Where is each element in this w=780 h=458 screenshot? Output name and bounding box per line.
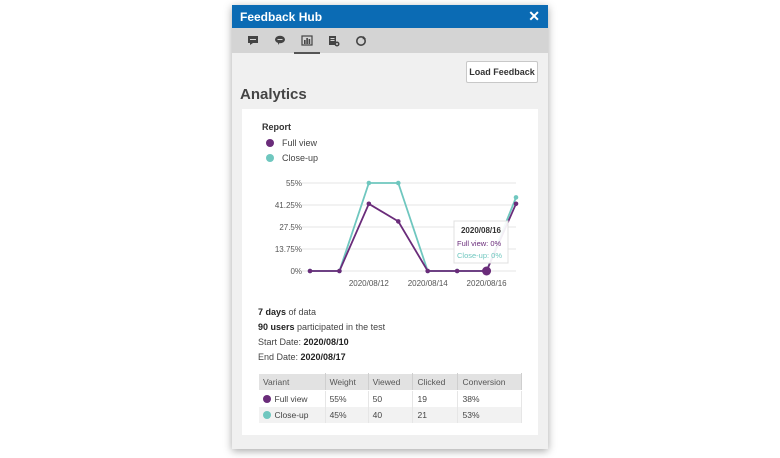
conversion-cell: 38% — [457, 390, 522, 407]
refresh-icon[interactable] — [352, 32, 370, 50]
y-tick-label: 13.75% — [275, 245, 302, 254]
clicked-cell: 19 — [412, 390, 459, 407]
title-bar: Feedback Hub ✕ — [232, 5, 548, 28]
highlighted-point — [482, 266, 492, 276]
close-up-dot-icon — [266, 154, 274, 162]
data-point — [513, 201, 519, 207]
table-row: Close-up 45% 40 21 53% — [258, 407, 522, 423]
conversion-cell: 53% — [457, 407, 522, 423]
stat-start-date: Start Date: 2020/08/10 — [258, 337, 349, 347]
col-conversion: Conversion — [457, 373, 522, 391]
variant-name: Full view — [274, 394, 308, 404]
report-card: Report Full view Close-up 55% 41.25% 27.5%… — [242, 109, 538, 435]
weight-cell: 55% — [325, 390, 369, 407]
data-point — [307, 268, 313, 274]
stat-users-value: 90 users — [258, 322, 295, 332]
report-title: Report — [262, 122, 291, 132]
feedback-hub-panel: Feedback Hub ✕ Load Feedback Analytics R… — [232, 5, 548, 449]
stat-users-text: participated in the test — [294, 322, 386, 332]
weight-cell: 45% — [325, 407, 369, 423]
legend-close-up[interactable]: Close-up — [266, 153, 318, 163]
col-variant: Variant — [258, 373, 326, 391]
col-weight: Weight — [324, 373, 369, 391]
stat-days: 7 days of data — [258, 307, 316, 317]
legend-full-view-label: Full view — [282, 138, 318, 148]
page-title: Analytics — [240, 86, 307, 103]
legend-close-up-label: Close-up — [282, 153, 319, 163]
viewed-cell: 40 — [368, 407, 414, 423]
start-date-value: 2020/08/10 — [303, 337, 349, 347]
y-tick-label: 0% — [290, 267, 302, 276]
variant-name: Close-up — [274, 410, 309, 420]
stat-days-value: 7 days — [258, 307, 287, 317]
data-point — [425, 268, 431, 274]
col-clicked: Clicked — [412, 373, 459, 391]
full-view-dot-icon — [266, 139, 274, 147]
start-date-label: Start Date: — [258, 337, 304, 347]
stat-end-date: End Date: 2020/08/17 — [258, 352, 346, 362]
tooltip-box — [453, 220, 509, 264]
data-point — [454, 268, 460, 274]
y-tick-label: 41.25% — [275, 201, 302, 210]
data-point — [513, 195, 519, 200]
comment-icon[interactable] — [271, 32, 289, 50]
line-chart: 55% 41.25% 27.5% 13.75% 0% 2020/08/12 2020/08/… — [275, 179, 519, 288]
window-title: Feedback Hub — [240, 9, 323, 24]
col-viewed: Viewed — [367, 373, 414, 391]
end-date-value: 2020/08/17 — [300, 352, 346, 362]
data-point — [337, 268, 342, 274]
analytics-icon[interactable] — [294, 32, 320, 54]
variants-table: Variant Weight Viewed Clicked Conversion… — [258, 373, 522, 423]
x-tick-label: 2020/08/12 — [349, 279, 390, 288]
tooltip-close-up: Close-up: 0% — [457, 251, 502, 260]
toolbar — [232, 28, 548, 54]
stat-days-text: of data — [286, 307, 317, 317]
viewed-cell: 50 — [368, 390, 414, 407]
tooltip-full-view: Full view: 0% — [457, 239, 502, 248]
table-header-row: Variant Weight Viewed Clicked Conversion — [258, 373, 522, 391]
series-line-full-view — [310, 202, 517, 272]
report-settings-icon[interactable] — [325, 32, 343, 50]
data-point — [366, 201, 372, 207]
y-tick-label: 27.5% — [279, 223, 302, 232]
legend-full-view[interactable]: Full view — [266, 138, 317, 148]
tooltip-date: 2020/08/16 — [461, 226, 502, 235]
close-icon[interactable]: ✕ — [528, 8, 540, 24]
full-view-dot-icon — [262, 395, 271, 403]
table-row: Full view 55% 50 19 38% — [258, 390, 522, 407]
variant-cell: Close-up — [258, 407, 326, 423]
end-date-label: End Date: — [258, 352, 301, 362]
feedback-icon[interactable] — [244, 32, 262, 50]
x-tick-label: 2020/08/14 — [408, 279, 449, 288]
close-up-dot-icon — [262, 411, 271, 419]
data-point — [395, 219, 401, 224]
data-point — [395, 180, 401, 186]
load-feedback-button[interactable]: Load Feedback — [466, 61, 538, 83]
y-tick-label: 55% — [286, 179, 302, 188]
stat-users: 90 users participated in the test — [258, 322, 385, 332]
clicked-cell: 21 — [412, 407, 459, 423]
x-tick-label: 2020/08/16 — [467, 279, 508, 288]
data-point — [366, 180, 372, 186]
variant-cell: Full view — [258, 390, 326, 407]
